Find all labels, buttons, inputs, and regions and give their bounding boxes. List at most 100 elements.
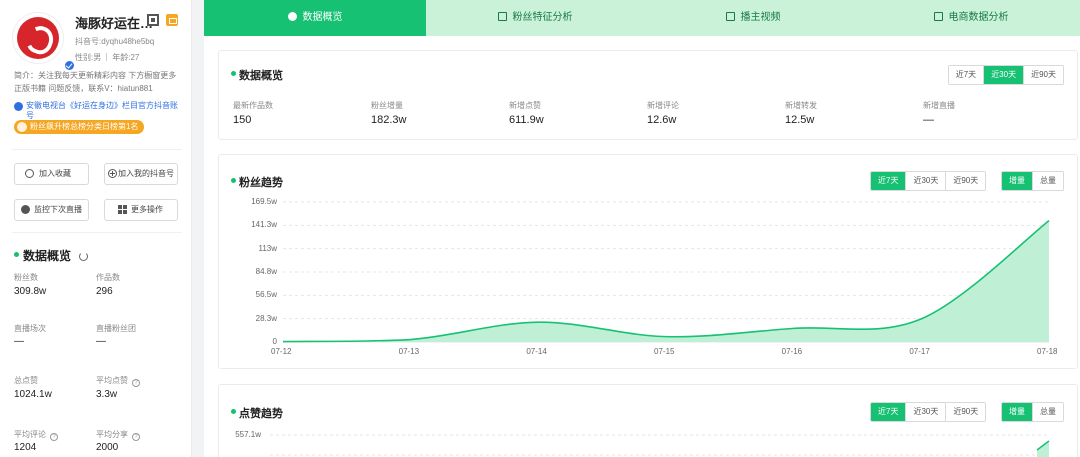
y-tick-label: 0 — [272, 337, 277, 346]
rank-badge[interactable]: 粉丝飙升榜总榜分类日榜第1名 — [14, 120, 145, 134]
range-30d[interactable]: 近30天 — [905, 172, 946, 190]
collect-label: 加入收藏 — [39, 169, 71, 178]
mode-increment[interactable]: 增量 — [1002, 172, 1032, 190]
x-tick-label: 07-13 — [398, 347, 420, 356]
refresh-icon[interactable] — [79, 252, 89, 261]
series-line — [282, 219, 1050, 343]
help-icon[interactable]: ? — [132, 379, 140, 387]
tab-label: 粉丝特征分析 — [512, 12, 573, 23]
stat-value: — — [14, 336, 24, 347]
monitor-live-button[interactable]: 监控下次直播 — [14, 199, 89, 221]
stat-label: 总点赞 — [14, 376, 38, 385]
qr-code-icon[interactable] — [147, 14, 159, 26]
metric-label: 粉丝增量 — [371, 101, 403, 110]
divider — [12, 149, 182, 150]
range-30d[interactable]: 近30天 — [983, 66, 1024, 84]
tab-fans-analysis[interactable]: 粉丝特征分析 — [426, 0, 644, 36]
monitor-label: 监控下次直播 — [34, 205, 82, 214]
metric-label: 新增转发 — [785, 101, 817, 110]
eye-icon — [21, 205, 30, 214]
stat-label: 平均分享? — [96, 429, 140, 441]
card-title-text: 点赞趋势 — [239, 408, 283, 420]
metric-value: 150 — [233, 114, 252, 126]
tab-videos[interactable]: 播主视频 — [644, 0, 862, 36]
metric-label: 最新作品数 — [233, 101, 273, 110]
y-tick-label: 141.3w — [251, 220, 277, 230]
stat-label: 平均评论? — [14, 429, 58, 441]
official-note[interactable]: 安徽电视台《好运在身边》栏目官方抖音账号 — [14, 101, 184, 121]
likes-trend-card: 点赞趋势 近7天 近30天 近90天 增量 总量 557.1w — [218, 384, 1078, 457]
shop-icon[interactable] — [166, 14, 178, 26]
x-tick-label: 07-17 — [909, 347, 930, 356]
range-selector: 近7天 近30天 近90天 — [947, 65, 1064, 85]
tab-overview[interactable]: 数据概览 — [204, 0, 426, 36]
stat-label: 粉丝数 — [14, 273, 38, 282]
mode-increment[interactable]: 增量 — [1002, 403, 1032, 421]
fans-trend-chart — [282, 201, 1050, 343]
logo-icon — [17, 17, 59, 59]
bullet-dot-icon — [231, 71, 236, 76]
verified-badge-icon — [14, 102, 23, 111]
mode-selector: 增量 总量 — [1001, 402, 1064, 422]
y-tick-label: 113w — [258, 243, 277, 253]
heart-icon — [25, 169, 34, 178]
tab-bar: 数据概览 粉丝特征分析 播主视频 电商数据分析 — [204, 0, 1080, 36]
stat-value: — — [96, 336, 106, 347]
trophy-icon — [17, 122, 27, 132]
help-icon[interactable]: ? — [50, 433, 58, 441]
tab-label: 电商数据分析 — [948, 12, 1009, 23]
overview-heading: 数据概览 — [14, 247, 89, 264]
tab-ecommerce[interactable]: 电商数据分析 — [862, 0, 1080, 36]
douyin-id: 抖音号:dyqhu48he5bq — [75, 37, 155, 46]
stat-label: 直播粉丝团 — [96, 324, 136, 333]
range-selector: 近7天 近30天 近90天 — [870, 402, 987, 422]
stat-label: 平均点赞? — [96, 375, 140, 387]
help-icon[interactable]: ? — [132, 433, 140, 441]
range-90d[interactable]: 近90天 — [1023, 66, 1063, 84]
divider — [12, 232, 182, 233]
stat-value: 3.3w — [96, 389, 118, 400]
stat-value: 309.8w — [14, 286, 47, 297]
overview-heading-text: 数据概览 — [23, 249, 72, 263]
stat-label-text: 平均评论 — [14, 430, 46, 439]
metric-value: 611.9w — [509, 114, 544, 126]
bullet-dot-icon — [231, 178, 236, 183]
plus-icon — [108, 169, 117, 178]
y-tick-label: 56.5w — [255, 290, 277, 300]
mode-total[interactable]: 总量 — [1032, 403, 1063, 421]
y-tick-label: 84.8w — [255, 267, 277, 276]
x-tick-label: 07-16 — [781, 347, 803, 356]
range-7d[interactable]: 近7天 — [871, 172, 906, 190]
area-fill — [283, 220, 1049, 342]
verified-icon — [63, 59, 76, 72]
bullet-dot-icon — [14, 252, 19, 257]
stat-label-text: 平均点赞 — [96, 376, 128, 385]
card-title-text: 数据概览 — [239, 70, 283, 82]
range-7d[interactable]: 近7天 — [871, 403, 906, 421]
bio: 简介：关注我每天更新精彩内容 下方橱窗更多正版书籍 问题反馈，联系V：hiatu… — [14, 71, 177, 93]
avatar[interactable] — [12, 12, 76, 72]
account-meta: 性别:男 年龄:27 — [75, 52, 139, 63]
range-90d[interactable]: 近90天 — [945, 403, 986, 421]
mode-total[interactable]: 总量 — [1032, 172, 1063, 190]
metric-value: — — [923, 114, 934, 126]
video-icon — [725, 12, 735, 21]
more-actions-button[interactable]: 更多操作 — [104, 199, 178, 221]
collect-button[interactable]: 加入收藏 — [14, 163, 89, 185]
x-tick-label: 07-14 — [526, 347, 547, 356]
add-mine-label: 加入我的抖音号 — [118, 169, 174, 178]
area-fill — [1037, 441, 1049, 457]
main-content: 数据概览 近7天 近30天 近90天 最新作品数 150 粉丝增量 182.3w… — [204, 36, 1080, 457]
y-tick-label: 28.3w — [255, 313, 277, 323]
overview-card: 数据概览 近7天 近30天 近90天 最新作品数 150 粉丝增量 182.3w… — [218, 50, 1078, 140]
profile-panel: 海豚好运在… 抖音号:dyqhu48he5bq 性别:男 年龄:27 简介：关注我… — [0, 0, 192, 457]
y-tick-label: 557.1w — [235, 430, 261, 439]
card-title: 粉丝趋势 — [231, 174, 283, 190]
range-90d[interactable]: 近90天 — [945, 172, 986, 190]
add-mine-button[interactable]: 加入我的抖音号 — [104, 163, 178, 185]
range-7d[interactable]: 近7天 — [948, 66, 984, 84]
fans-trend-card: 粉丝趋势 近7天 近30天 近90天 增量 总量 0 28.3w 56.5w 84.8… — [218, 154, 1078, 369]
official-text: 安徽电视台《好运在身边》栏目官方抖音账号 — [26, 101, 178, 120]
x-tick-label: 07-18 — [1037, 347, 1058, 356]
range-30d[interactable]: 近30天 — [905, 403, 946, 421]
